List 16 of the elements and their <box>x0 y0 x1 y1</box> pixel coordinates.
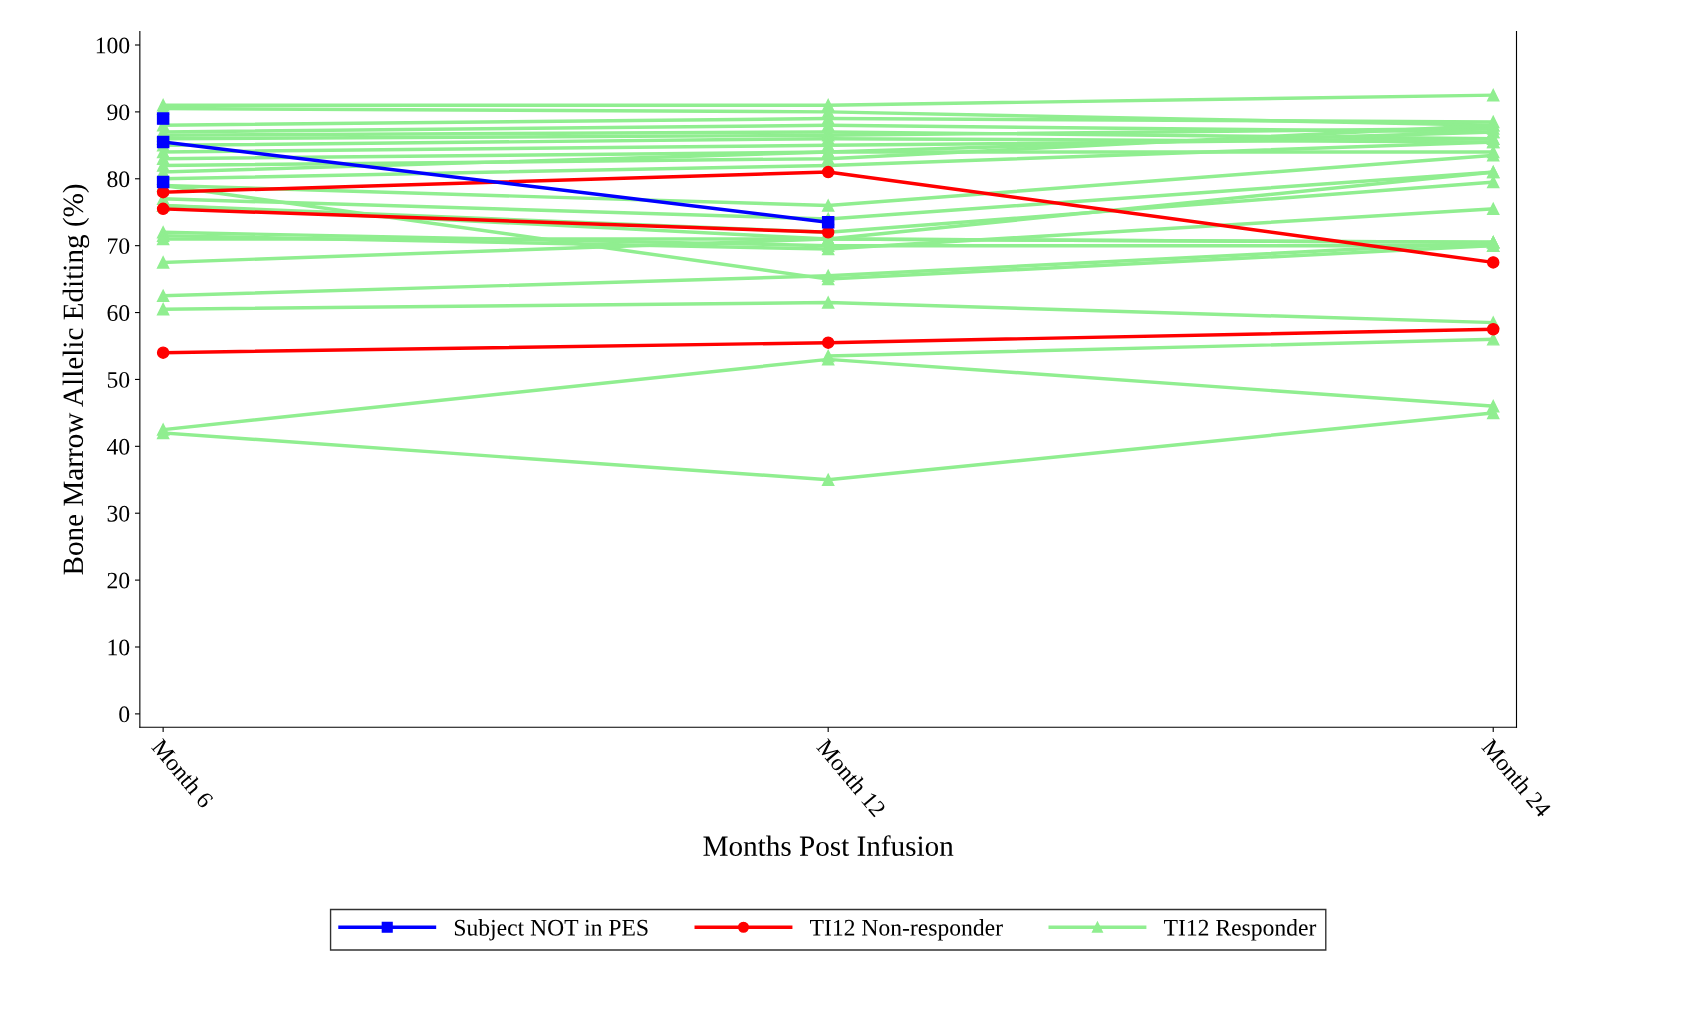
y-tick-label: 40 <box>106 438 130 455</box>
y-tick-label: 0 <box>119 706 130 723</box>
legend-label: TI12 Responder <box>1163 919 1317 941</box>
legend-label: TI12 Non-responder <box>810 919 1003 941</box>
y-axis-title: Bone Marrow Allelic Editing (%) <box>62 184 90 575</box>
x-axis-title: Months Post Infusion <box>703 835 954 857</box>
y-tick-label: 80 <box>107 171 130 188</box>
y-tick-label: 30 <box>107 505 130 522</box>
y-tick-label: 10 <box>108 639 130 656</box>
y-tick-label: 60 <box>107 305 130 321</box>
y-tick-label: 50 <box>107 371 130 388</box>
legend-label: Subject NOT in PES <box>454 919 648 941</box>
y-tick-label: 70 <box>108 238 130 255</box>
y-tick-label: 20 <box>107 572 130 589</box>
y-tick-label: 100 <box>96 37 130 54</box>
y-tick-label: 90 <box>107 104 130 121</box>
